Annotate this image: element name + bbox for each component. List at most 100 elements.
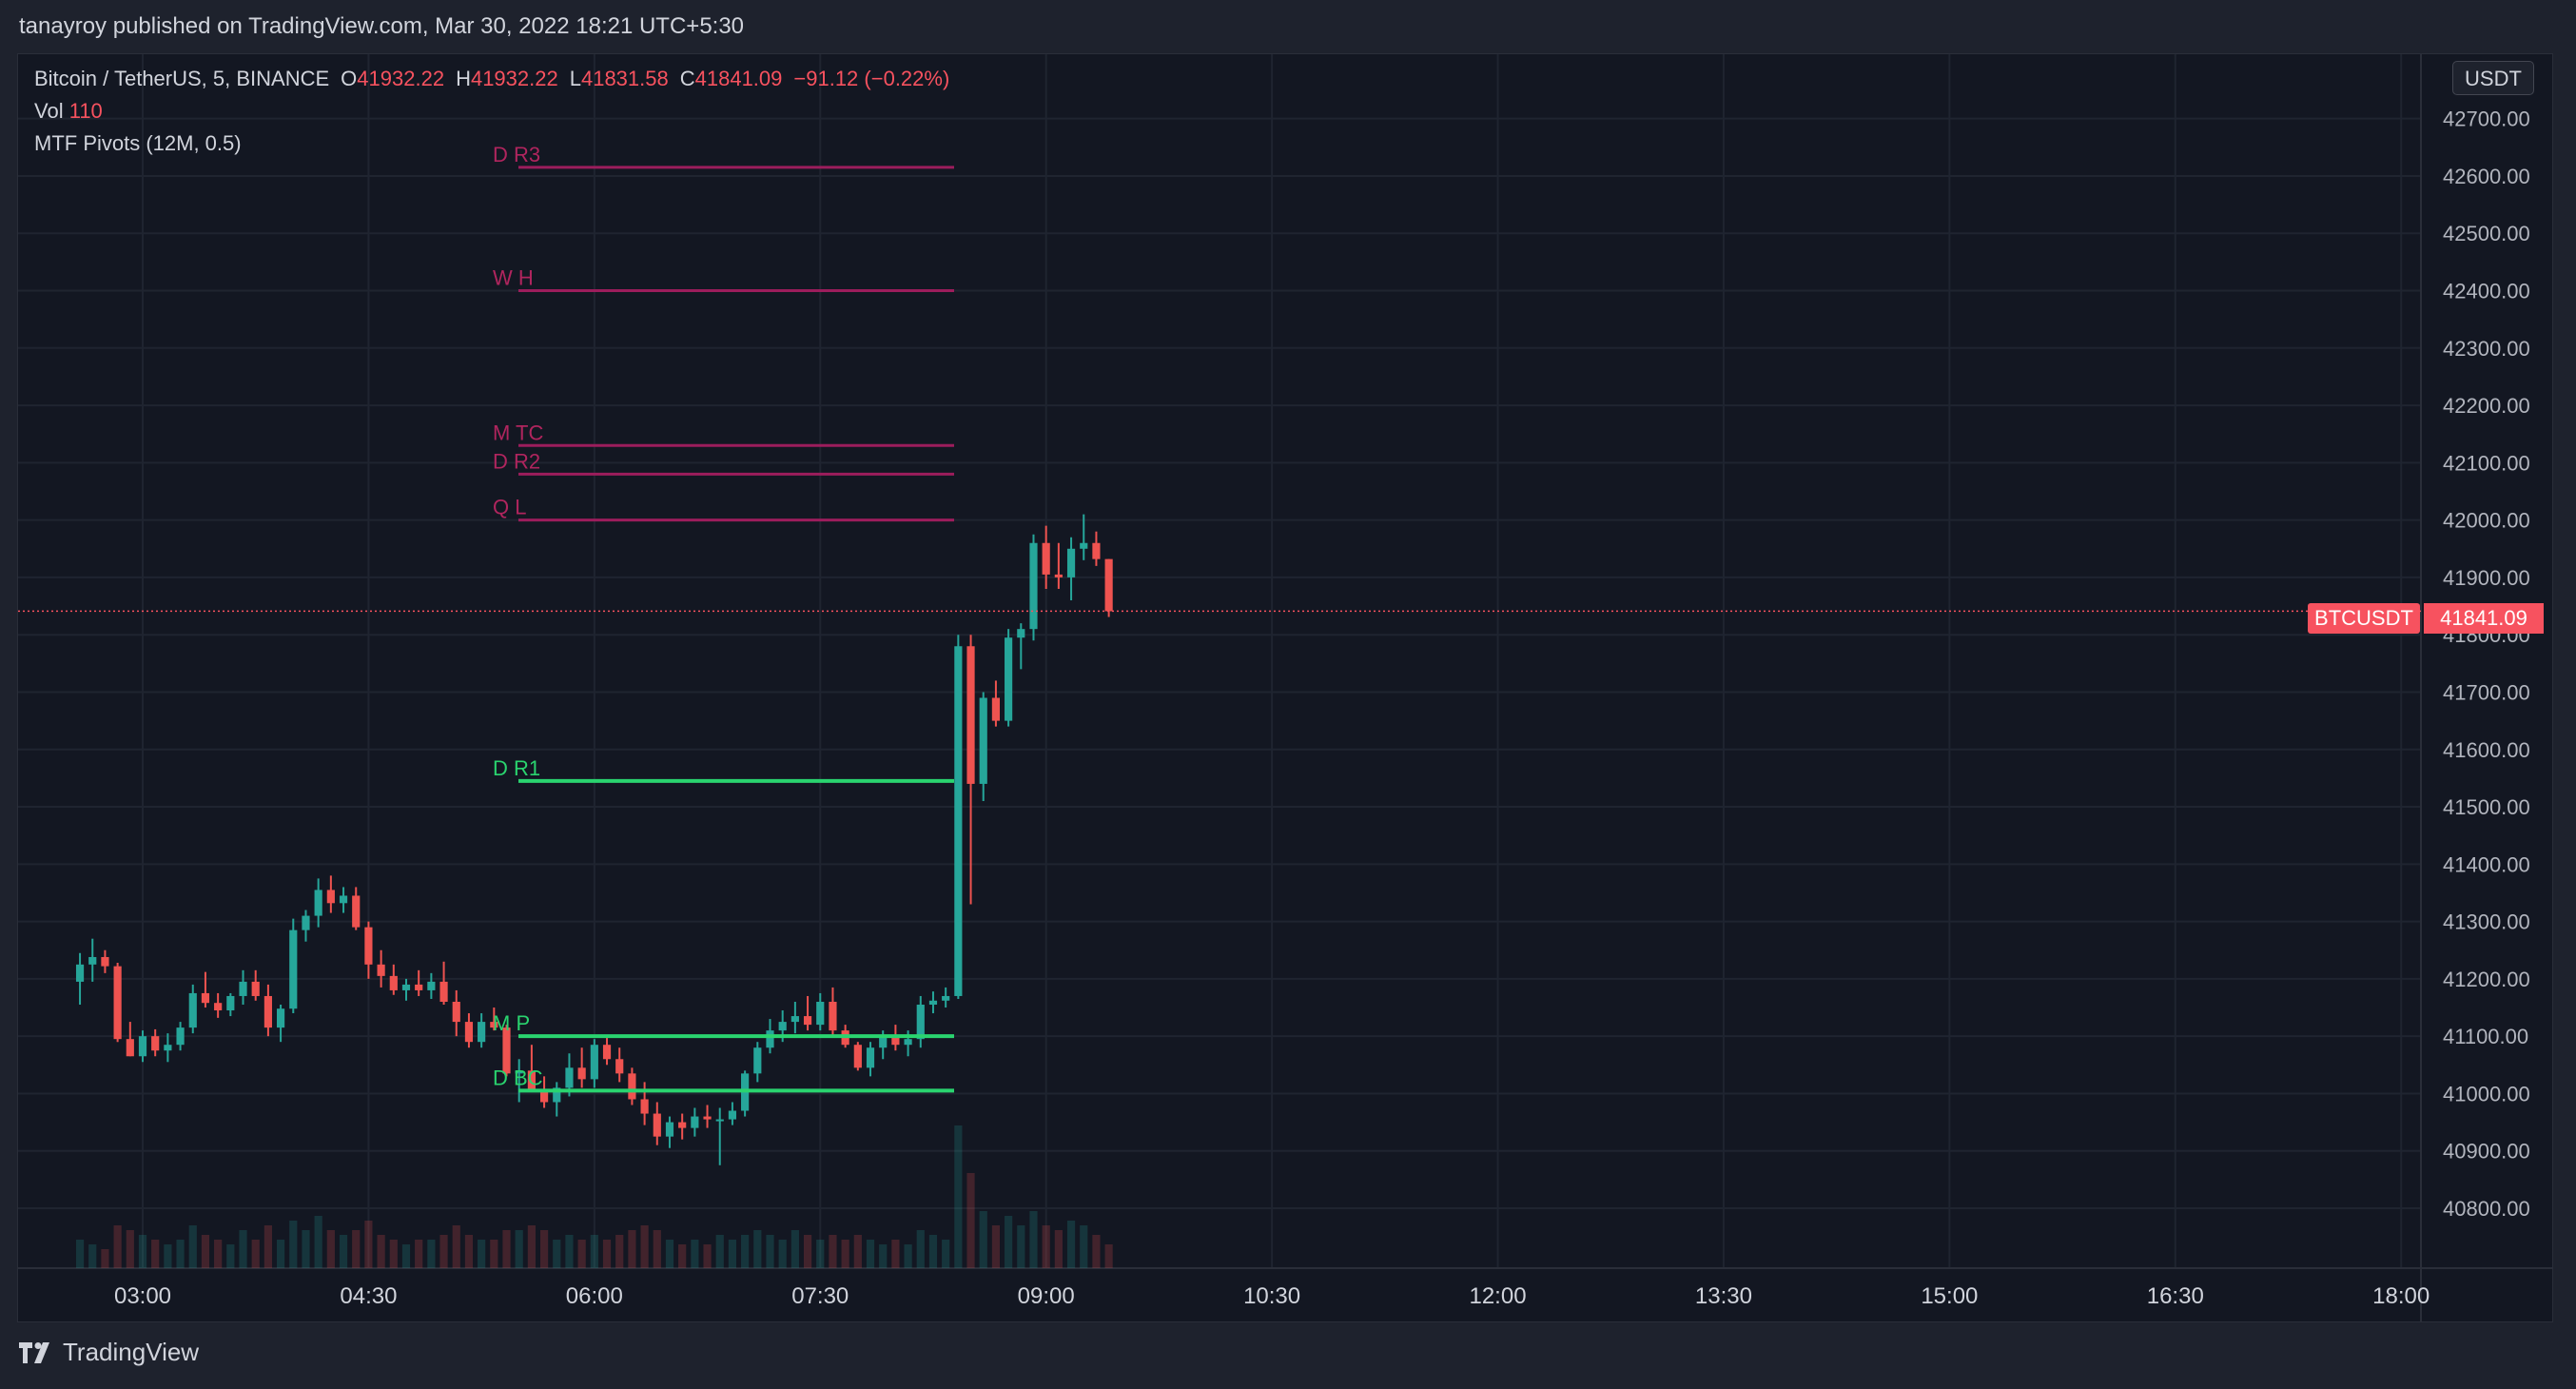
candle-body[interactable] [1104, 558, 1113, 612]
candle-body[interactable] [1042, 542, 1050, 575]
candle-body[interactable] [389, 975, 398, 990]
candle-body[interactable] [251, 981, 260, 996]
candle-body[interactable] [904, 1039, 912, 1046]
candle-body[interactable] [816, 1001, 825, 1026]
candle-body[interactable] [853, 1045, 862, 1068]
candle-body[interactable] [539, 1090, 549, 1103]
candle-body[interactable] [464, 1022, 474, 1043]
candle-body[interactable] [753, 1047, 762, 1074]
candle-body[interactable] [352, 895, 361, 928]
candle-body[interactable] [314, 890, 322, 916]
candle-body[interactable] [427, 981, 436, 990]
candle-body[interactable] [615, 1059, 624, 1074]
candle-body[interactable] [527, 1070, 536, 1091]
candle-body[interactable] [653, 1113, 661, 1137]
candle-body[interactable] [891, 1036, 900, 1046]
candle-body[interactable] [1080, 542, 1088, 549]
candle-body[interactable] [703, 1116, 712, 1120]
candle-body[interactable] [176, 1027, 185, 1046]
candle-body[interactable] [565, 1067, 574, 1088]
candle-body[interactable] [678, 1122, 687, 1128]
candle-body[interactable] [628, 1073, 636, 1100]
candle-body[interactable] [126, 1039, 134, 1057]
time-tick-label[interactable]: 10:30 [1243, 1283, 1300, 1309]
candle-body[interactable] [665, 1122, 674, 1137]
candle-body[interactable] [590, 1045, 598, 1080]
candle-body[interactable] [691, 1116, 699, 1128]
candle-body[interactable] [415, 984, 423, 990]
candle-body[interactable] [966, 646, 975, 784]
candle-body[interactable] [101, 956, 109, 967]
candle-body[interactable] [879, 1036, 888, 1048]
candle-body[interactable] [226, 995, 235, 1011]
candle-body[interactable] [439, 981, 448, 1002]
volume-legend[interactable]: Vol 110 [34, 99, 114, 124]
time-tick-label[interactable]: 04:30 [340, 1283, 397, 1309]
candle-body[interactable] [778, 1022, 787, 1031]
indicator-legend[interactable]: MTF Pivots (12M, 0.5) [34, 131, 242, 156]
symbol-label[interactable]: Bitcoin / TetherUS, 5, BINANCE [34, 67, 330, 90]
volume-bar [478, 1240, 486, 1268]
candle-body[interactable] [88, 956, 97, 965]
candle-body[interactable] [1005, 637, 1013, 721]
candle-body[interactable] [602, 1045, 612, 1060]
time-tick-label[interactable]: 06:00 [566, 1283, 623, 1309]
candle-body[interactable] [728, 1110, 737, 1120]
time-tick-label[interactable]: 18:00 [2372, 1283, 2430, 1309]
candle-body[interactable] [302, 915, 310, 930]
candle-body[interactable] [364, 927, 373, 965]
time-tick-label[interactable]: 03:00 [114, 1283, 171, 1309]
candle-body[interactable] [866, 1047, 875, 1068]
time-tick-label[interactable]: 12:00 [1469, 1283, 1526, 1309]
tradingview-logo[interactable]: TradingView [19, 1338, 199, 1367]
time-tick-label[interactable]: 13:30 [1695, 1283, 1752, 1309]
candle-body[interactable] [138, 1036, 147, 1057]
candle-body[interactable] [377, 964, 385, 976]
candle-body[interactable] [201, 992, 210, 1004]
time-tick-label[interactable]: 09:00 [1018, 1283, 1075, 1309]
candle-body[interactable] [577, 1067, 586, 1080]
candle-body[interactable] [1029, 542, 1038, 630]
candle-body[interactable] [339, 895, 348, 904]
candle-body[interactable] [478, 1022, 486, 1043]
candle-body[interactable] [490, 1022, 498, 1028]
candle-body[interactable] [942, 995, 950, 1001]
candle-body[interactable] [452, 1001, 460, 1023]
candle-body[interactable] [829, 1001, 837, 1031]
candle-body[interactable] [916, 1005, 925, 1040]
candle-body[interactable] [289, 929, 298, 1009]
candle-body[interactable] [188, 992, 197, 1028]
candle-body[interactable] [803, 1016, 812, 1026]
candle-body[interactable] [790, 1016, 799, 1023]
candle-body[interactable] [502, 1027, 511, 1074]
candle-body[interactable] [164, 1045, 172, 1051]
time-tick-label[interactable]: 15:00 [1921, 1283, 1978, 1309]
time-tick-label[interactable]: 16:30 [2147, 1283, 2204, 1309]
candle-body[interactable] [640, 1099, 649, 1114]
candle-body[interactable] [1054, 574, 1063, 577]
candle-body[interactable] [326, 890, 335, 904]
candle-body[interactable] [979, 697, 987, 784]
candle-body[interactable] [214, 1003, 223, 1011]
candle-body[interactable] [1066, 548, 1076, 577]
candle-body[interactable] [75, 964, 85, 982]
candle-body[interactable] [954, 646, 963, 996]
candle-body[interactable] [1092, 542, 1101, 559]
candle-body[interactable] [401, 984, 411, 990]
candle-body[interactable] [113, 966, 122, 1040]
candle-body[interactable] [991, 697, 1001, 721]
time-tick-label[interactable]: 07:30 [791, 1283, 849, 1309]
candle-body[interactable] [1017, 629, 1025, 638]
candle-body[interactable] [766, 1030, 774, 1048]
candle-body[interactable] [553, 1087, 561, 1103]
candle-body[interactable] [715, 1119, 724, 1122]
candle-body[interactable] [928, 1000, 938, 1006]
candle-body[interactable] [263, 995, 272, 1028]
candle-body[interactable] [277, 1008, 285, 1028]
candle-body[interactable] [151, 1036, 160, 1051]
chart-panel[interactable] [17, 53, 2553, 1322]
currency-button[interactable]: USDT [2452, 61, 2534, 95]
candle-body[interactable] [239, 981, 247, 996]
candle-body[interactable] [515, 1070, 523, 1074]
